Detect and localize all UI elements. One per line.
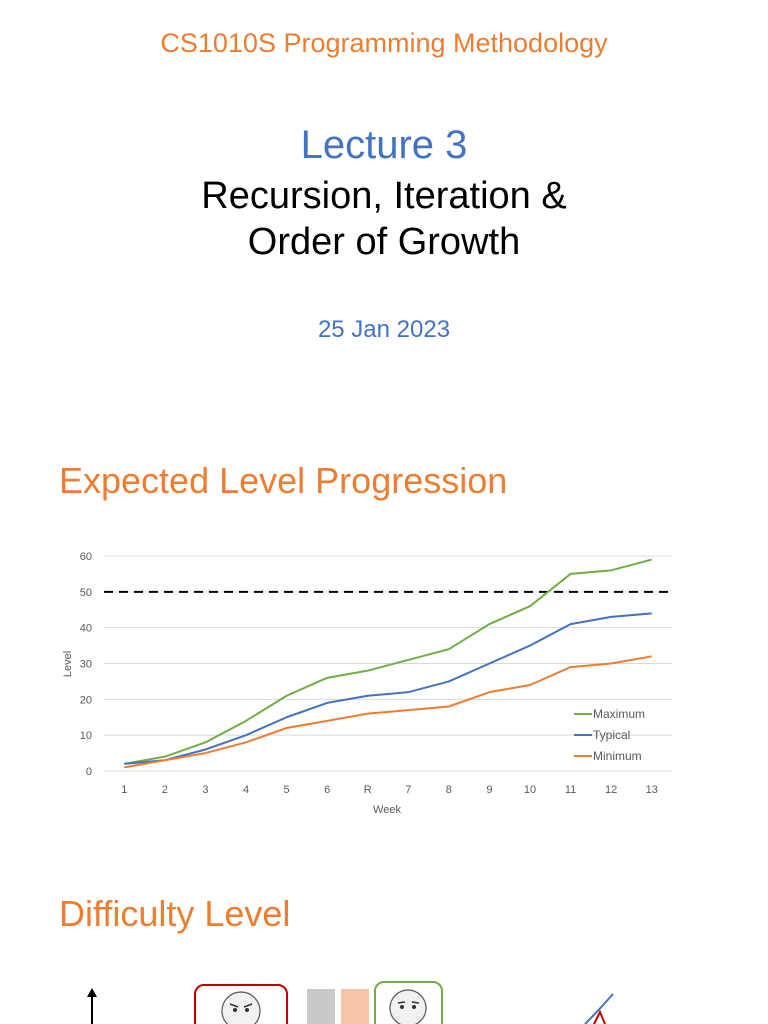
peach-bar [341,989,369,1024]
x-tick-label: 13 [646,784,658,796]
x-tick-label: 4 [243,784,249,796]
legend-label-typical: Typical [593,728,630,742]
x-tick-label: 5 [284,784,290,796]
x-tick-label: 11 [565,784,576,796]
lecture-number: Lecture 3 [300,123,468,167]
thinking-face-icon [374,981,443,1024]
series-lines-group [124,558,652,769]
y-tick-label: 30 [80,659,92,671]
x-tick-label: 7 [405,784,411,796]
series-line-typical [124,612,652,765]
y-axis-label: Level [62,651,74,677]
difficulty-illustration [87,981,614,1024]
x-tick-label: 9 [486,784,492,796]
x-tick-label: 8 [446,784,452,796]
y-tick-label: 0 [86,766,92,778]
x-tick-label: 12 [605,784,617,796]
legend-label-minimum: Minimum [593,749,642,763]
progression-heading: Expected Level Progression [59,460,508,501]
y-tick-label: 40 [80,623,92,635]
chart-legend: Maximum Typical Minimum [574,707,645,763]
rage-face-icon [194,984,288,1024]
rising-curve-icon [584,993,614,1024]
gray-bar [307,989,335,1024]
x-tick-label: 10 [524,784,536,796]
y-tick-labels: 0 10 20 30 40 50 60 [80,551,92,778]
course-title: CS1010S Programming Methodology [160,28,608,58]
y-tick-label: 10 [80,730,92,742]
series-line-maximum [124,558,652,765]
y-tick-label: 60 [80,551,92,563]
up-arrow-icon [87,988,97,1024]
y-tick-label: 50 [80,587,92,599]
x-tick-label: 3 [202,784,208,796]
lecture-title-line1: Recursion, Iteration & [201,175,567,217]
lecture-title: Recursion, Iteration & Order of Growth [0,173,768,265]
lecture-date: 25 Jan 2023 [317,316,451,343]
y-tick-label: 20 [80,694,92,706]
x-tick-label: 6 [324,784,330,796]
series-line-minimum [124,655,652,769]
x-tick-labels: 1 2 3 4 5 6 R 7 8 9 10 11 12 13 [121,784,658,796]
x-axis-label: Week [373,804,401,816]
legend-label-maximum: Maximum [593,707,645,721]
chart-gridlines [104,555,672,772]
x-tick-label: R [364,784,372,796]
difficulty-heading: Difficulty Level [59,893,291,934]
x-tick-label: 2 [162,784,168,796]
x-tick-label: 1 [121,784,127,796]
lecture-title-line2: Order of Growth [247,221,521,263]
